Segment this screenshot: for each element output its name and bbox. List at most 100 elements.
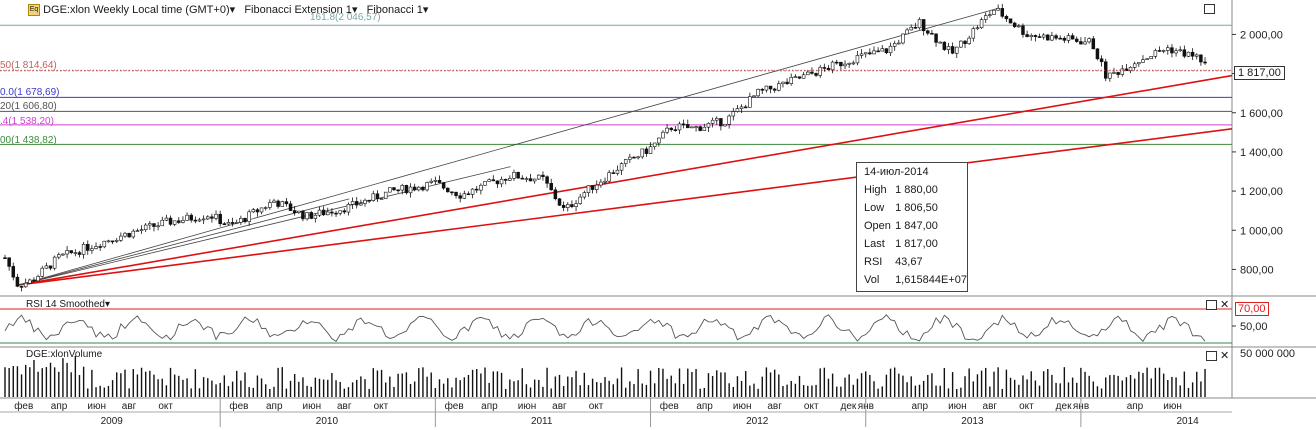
volume-bar bbox=[840, 386, 842, 397]
volume-bar bbox=[567, 376, 569, 397]
candle-body bbox=[516, 171, 520, 179]
candle-body bbox=[326, 211, 330, 216]
candle-body bbox=[1012, 22, 1017, 28]
candle-body bbox=[375, 193, 380, 200]
volume-bar bbox=[376, 370, 379, 397]
candle-body bbox=[259, 207, 264, 213]
candle-body bbox=[905, 29, 909, 35]
maximize-icon[interactable] bbox=[1206, 351, 1217, 361]
maximize-icon[interactable] bbox=[1206, 300, 1217, 310]
candle-body bbox=[955, 46, 959, 54]
candle-body bbox=[189, 214, 193, 221]
volume-bar bbox=[629, 381, 631, 397]
candle-body bbox=[793, 76, 798, 78]
volume-bar bbox=[132, 369, 134, 397]
volume-bar bbox=[459, 380, 461, 397]
candle-body bbox=[1128, 66, 1133, 72]
candle-body bbox=[1037, 36, 1042, 38]
volume-bar bbox=[260, 378, 263, 397]
candle-body bbox=[81, 244, 86, 255]
candle-body bbox=[119, 235, 123, 241]
close-icon[interactable]: ✕ bbox=[1220, 299, 1230, 311]
volume-pane-title[interactable]: DGE:xlonVolume bbox=[26, 349, 103, 360]
volume-bar bbox=[633, 384, 635, 397]
rsi-level-tag: 70,00 bbox=[1235, 302, 1269, 316]
rsi-pane-title[interactable]: RSI 14 Smoothed▾ bbox=[26, 299, 110, 310]
dropdown-icon[interactable]: ▾ bbox=[229, 4, 236, 16]
volume-bar bbox=[1100, 388, 1103, 397]
candle-body bbox=[346, 204, 351, 213]
close-icon[interactable]: ✕ bbox=[1220, 350, 1230, 362]
y-tick-label: 2 000,00 bbox=[1240, 29, 1283, 41]
candle-body bbox=[1021, 25, 1025, 35]
volume-bar bbox=[364, 379, 366, 397]
candle-body bbox=[855, 55, 860, 64]
candle-body bbox=[512, 171, 516, 179]
volume-bar bbox=[1018, 384, 1020, 397]
candle-body bbox=[967, 37, 971, 44]
dropdown-icon[interactable]: ▾ bbox=[422, 4, 429, 16]
candle-body bbox=[1124, 68, 1129, 72]
candle-body bbox=[921, 19, 926, 32]
volume-bar bbox=[964, 376, 966, 397]
x-month-label: июн bbox=[303, 401, 322, 412]
volume-bar bbox=[968, 368, 970, 397]
fibonacci-label[interactable]: Fibonacci 1 bbox=[366, 4, 423, 16]
candle-body bbox=[499, 178, 504, 185]
candle-body bbox=[28, 279, 32, 284]
candle-body bbox=[983, 15, 988, 20]
candle-body bbox=[611, 172, 616, 174]
x-month-label: авг bbox=[983, 401, 998, 412]
volume-bar bbox=[935, 385, 937, 397]
candle-body bbox=[818, 67, 822, 76]
fibonacci-extension-label[interactable]: Fibonacci Extension 1 bbox=[244, 4, 352, 16]
candle-body bbox=[979, 19, 984, 29]
candle-body bbox=[636, 156, 640, 159]
volume-bar bbox=[360, 376, 362, 397]
candle-body bbox=[777, 83, 781, 91]
fib-label-161: 161.8(2 046,57) bbox=[310, 12, 381, 23]
volume-bar bbox=[1034, 380, 1037, 397]
candle-body bbox=[40, 267, 44, 277]
candle-body bbox=[127, 232, 131, 238]
x-month-label: апр bbox=[51, 401, 68, 412]
candle-body bbox=[686, 124, 690, 129]
volume-bar bbox=[418, 368, 420, 397]
dropdown-icon[interactable]: ▾ bbox=[351, 4, 358, 16]
volume-bar bbox=[877, 388, 879, 397]
volume-bar bbox=[782, 386, 784, 397]
candle-body bbox=[1004, 16, 1009, 20]
candle-body bbox=[371, 193, 376, 201]
volume-bar bbox=[1129, 375, 1132, 397]
instrument-icon[interactable]: Eq bbox=[28, 4, 40, 17]
candle-body bbox=[1087, 38, 1091, 43]
candle-body bbox=[532, 178, 537, 182]
candle-body bbox=[172, 220, 177, 225]
volume-bar bbox=[1026, 379, 1028, 397]
candle-body bbox=[247, 211, 251, 222]
candle-body bbox=[785, 81, 789, 84]
volume-bar bbox=[852, 384, 855, 397]
volume-bar bbox=[1059, 383, 1061, 397]
volume-bar bbox=[347, 387, 350, 397]
candle-body bbox=[379, 198, 384, 200]
volume-bar bbox=[558, 374, 561, 397]
candle-body bbox=[7, 257, 11, 267]
x-month-label: дек bbox=[841, 401, 857, 412]
candle-body bbox=[884, 48, 889, 54]
volume-bar bbox=[939, 385, 941, 397]
candle-body bbox=[553, 189, 558, 200]
candle-body bbox=[806, 71, 810, 76]
volume-bar bbox=[273, 386, 275, 397]
x-year-label: 2014 bbox=[1176, 416, 1199, 427]
volume-bar bbox=[1001, 388, 1003, 397]
instrument-title[interactable]: DGE:xlon Weekly Local time (GMT+0) bbox=[43, 4, 230, 16]
candle-body bbox=[810, 71, 814, 74]
candle-body bbox=[880, 48, 885, 52]
dropdown-icon[interactable]: ▾ bbox=[104, 299, 110, 310]
maximize-icon[interactable] bbox=[1204, 4, 1215, 14]
candle-body bbox=[313, 214, 318, 219]
volume-bar bbox=[95, 387, 97, 397]
volume-bar bbox=[298, 381, 300, 397]
candle-body bbox=[338, 210, 342, 214]
